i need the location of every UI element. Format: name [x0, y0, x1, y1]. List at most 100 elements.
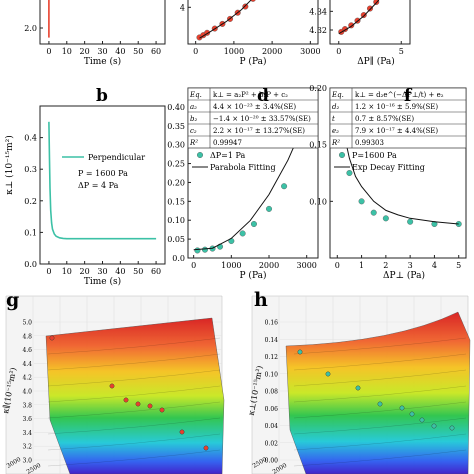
plot-frame: [187, 0, 319, 45]
table-cell: Eq.: [189, 91, 202, 99]
plot-frame: [39, 0, 166, 45]
y-tick-label: 0.30: [167, 141, 185, 150]
contour-line: [293, 353, 467, 371]
data-point: [281, 183, 288, 190]
x-tick-label: 2000: [262, 47, 282, 56]
table-cell: d₂: [332, 103, 339, 111]
y-tick-label: 0.10: [167, 216, 185, 225]
y-tick-label: 0.3: [24, 165, 37, 174]
table-cell: 2.2 × 10⁻¹⁷ ± 13.27%(SE): [213, 127, 305, 135]
x-axis-label: P (Pa): [240, 56, 267, 67]
z-tick-label: 5.0: [22, 320, 32, 327]
data-point: [399, 405, 405, 411]
z-tick-label: 0.08: [265, 389, 279, 396]
y-tick-label: 4: [180, 3, 185, 12]
z-tick-label: 0.14: [265, 337, 279, 344]
table-cell: k⊥ = a₂P² + b₂P + c₂: [213, 91, 288, 99]
stats-table: [329, 87, 467, 149]
z-tick-label: 4.2: [22, 375, 32, 382]
z-tick-label: 3.2: [22, 444, 32, 451]
x-tick-label: 0: [335, 261, 340, 270]
y-tick-label: 0.0: [24, 260, 37, 269]
y-tick-label: 0.05: [167, 235, 185, 244]
x-tick-label: 40: [115, 47, 125, 56]
data-point: [431, 423, 437, 429]
data-point: [358, 198, 365, 205]
table-cell: 0.99947: [213, 139, 242, 147]
x-tick-label: 60: [151, 267, 161, 276]
z-tick-label: 3.6: [22, 416, 32, 423]
x-tick-label: 5: [456, 261, 461, 270]
y-axis-label: κ⊥ (10⁻¹⁵m²): [4, 135, 15, 195]
x-tick-label: 20: [80, 267, 90, 276]
panel-letter-f: f: [404, 86, 413, 106]
y-tick-label: 0.2: [24, 197, 37, 206]
y-tick-label: 0.4: [24, 134, 37, 143]
x-axis-label: ΔP⊥ (Pa): [383, 270, 425, 281]
y-tick-label: 0.0: [172, 254, 185, 263]
table-cell: c₂: [190, 127, 197, 135]
contour-line: [47, 337, 221, 355]
z-tick-label: 4.0: [22, 389, 32, 396]
x-tick-label: 1000: [224, 47, 244, 56]
fit-line: [336, 89, 459, 225]
y-tick-label: 0.10: [309, 197, 327, 206]
contour-line: [47, 353, 221, 371]
table-cell: −1.4 × 10⁻²⁰ ± 33.57%(SE): [213, 115, 311, 123]
data-point: [242, 3, 249, 10]
data-point: [409, 411, 415, 417]
series-line: [48, 121, 157, 240]
x-tick-label: 50: [133, 47, 143, 56]
fit-line: [199, 0, 252, 39]
x-axis-label: ΔP∥ (Pa): [357, 56, 395, 67]
contour-line: [293, 433, 467, 451]
y-tick-label: 2.0: [24, 24, 37, 33]
data-point: [355, 385, 361, 391]
fit-line: [193, 117, 308, 251]
panel-letter-h: h: [254, 289, 268, 311]
y-tick-label: 0.1: [24, 228, 37, 237]
table-cell: k⊥ = d₂e^(−ΔP⊥/t) + e₂: [355, 91, 444, 99]
contour-line: [47, 417, 221, 435]
z-tick-label: 4.4: [22, 361, 32, 368]
data-point: [159, 407, 165, 413]
x-tick-label: 60: [151, 47, 161, 56]
data-point: [123, 397, 129, 403]
panel-c: 0 1000 2000 3000 4 P (Pa): [180, 0, 321, 67]
legend-label: Parabola Fitting: [210, 163, 276, 172]
x-axis-label: Time (s): [84, 56, 121, 67]
contour-line: [47, 449, 221, 467]
panel-h: 0.000.020.040.060.080.100.120.140.16κ⊥(1…: [247, 295, 471, 474]
data-point: [407, 218, 414, 225]
y-tick-label: 4.34: [309, 7, 327, 16]
table-cell: Eq.: [331, 91, 344, 99]
x-tick-label: 20: [80, 47, 90, 56]
panel-a: 0 10 20 30 40 50 60 2.0 Time (s): [24, 0, 166, 67]
x-tick-label: 3: [408, 261, 413, 270]
fit-line: [338, 0, 380, 35]
contour-line: [47, 369, 221, 387]
data-point: [325, 371, 331, 377]
x-axis-label: Time (s): [84, 276, 121, 287]
x-tick-label: 30: [97, 47, 107, 56]
table-cell: a₂: [190, 103, 197, 111]
data-point: [49, 335, 55, 341]
data-point: [250, 0, 256, 2]
y-tick-label: 0.20: [167, 178, 185, 187]
x-tick-label: 0: [193, 47, 198, 56]
x-tick-label: 0: [336, 47, 341, 56]
z-tick-label: 0.00: [265, 458, 279, 465]
contour-line: [47, 433, 221, 451]
contour-line: [293, 369, 467, 387]
panel-g: 3.03.23.43.63.84.04.24.44.64.85.0κ∥(10⁻¹…: [1, 295, 225, 474]
z-tick-label: 0.16: [265, 320, 279, 327]
table-cell: 0.7 ± 8.57%(SE): [355, 115, 414, 123]
z-tick-label: 3.8: [22, 402, 32, 409]
y-tick-label: 0.25: [167, 160, 185, 169]
contour-line: [293, 385, 467, 403]
table-cell: 0.99303: [355, 139, 384, 147]
z-tick-label: 0.06: [265, 406, 279, 413]
y-tick-label: 0.40: [167, 103, 185, 112]
panel-d: 0 1000 2000 3000 0.0 0.05 0.10 0.15 0.20 0.25 0.30…: [167, 87, 319, 281]
table-cell: 1.2 × 10⁻¹⁶ ± 5.9%(SE): [355, 103, 438, 111]
